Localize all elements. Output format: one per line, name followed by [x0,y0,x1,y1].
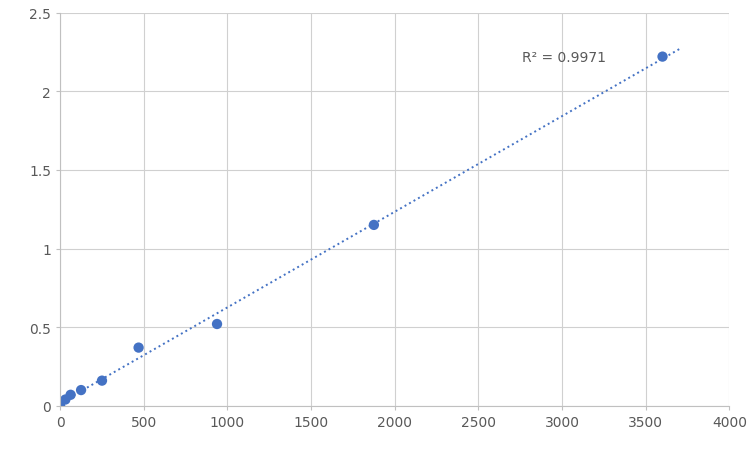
Point [368,222,380,229]
Point [211,321,223,328]
Point [59,396,71,403]
Point [132,344,144,351]
Point [54,402,66,410]
Point [656,54,669,61]
Point [96,377,108,384]
Point [75,387,87,394]
Text: R² = 0.9971: R² = 0.9971 [522,51,606,65]
Point [65,391,77,399]
